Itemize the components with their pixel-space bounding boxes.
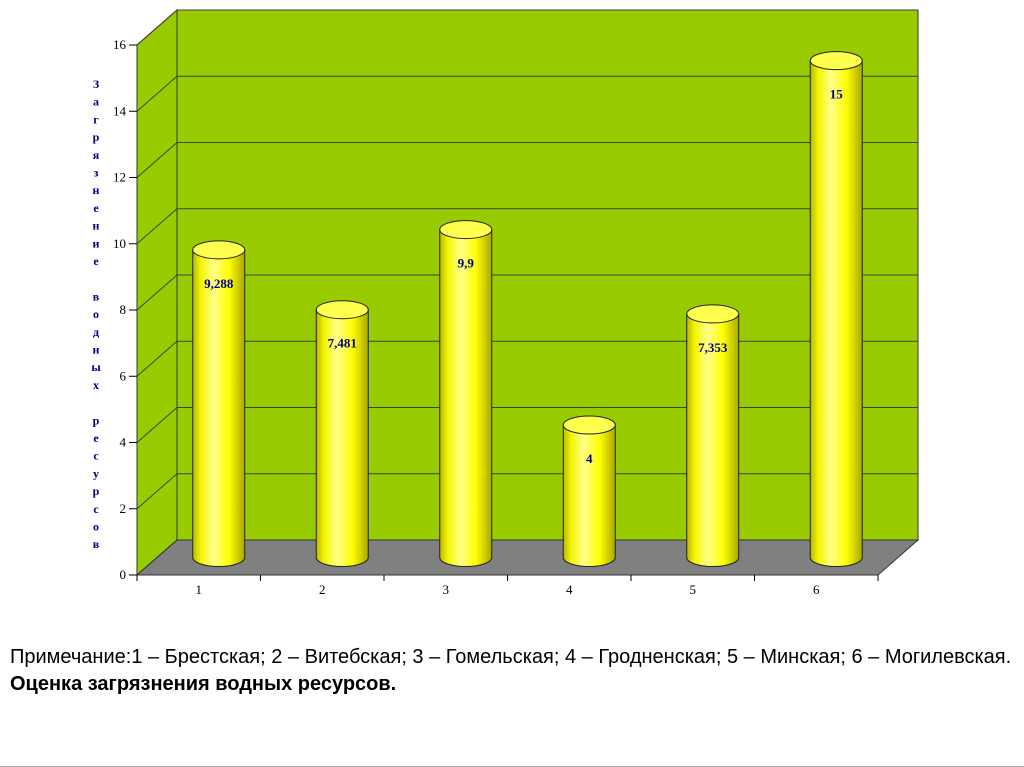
x-category-label: 6: [813, 582, 820, 597]
x-category-label: 2: [319, 582, 326, 597]
y-axis-title-letter: е: [93, 201, 99, 215]
bar: 9,9: [439, 220, 493, 567]
bar-body: [439, 229, 493, 567]
legend-note: Примечание:1 – Брестская; 2 – Витебская;…: [10, 646, 1012, 668]
x-category-label: 4: [566, 582, 573, 597]
x-category-label: 3: [443, 582, 450, 597]
x-category-label: 5: [690, 582, 697, 597]
bar-body: [809, 60, 863, 567]
y-axis-title-letter: я: [93, 148, 100, 162]
gridline: [136, 142, 178, 178]
bar-body: [562, 424, 616, 567]
bar-body: [192, 249, 246, 567]
y-axis-title-letter: н: [93, 343, 100, 357]
y-tick-label: 0: [120, 567, 127, 582]
plot-floor: [135, 539, 920, 576]
gridline: [136, 407, 178, 443]
y-tick-label: 14: [113, 103, 127, 118]
bar-value-label: 7,353: [698, 340, 728, 355]
bar: 7,481: [315, 300, 369, 567]
chart-caption: Оценка загрязнения водных ресурсов.: [10, 673, 397, 695]
x-axis: 1 2 3 4 5 6: [136, 575, 879, 597]
bar-top-cap: [686, 304, 740, 324]
y-axis-title-letter: е: [93, 254, 99, 268]
gridline: [136, 208, 178, 245]
y-axis-title-letter: н: [93, 219, 100, 233]
y-axis-title-letter: е: [93, 431, 99, 445]
y-axis-title-letter: с: [93, 449, 99, 463]
y-axis-title-letter: З: [93, 77, 99, 91]
bar-chart: 0 2 4 6 8 10 12 14 16 1 2 3 4 5 6 9,288 7,481 9,9 4 7,353 15…: [91, 8, 920, 597]
y-axis-title-letter: о: [93, 520, 99, 534]
bar: 4: [562, 415, 616, 567]
gridline: [136, 340, 178, 377]
y-tick-label: 8: [120, 302, 127, 317]
y-axis-title-letter: р: [93, 484, 100, 498]
y-tick-label: 12: [113, 170, 126, 185]
y-axis: 0 2 4 6 8 10 12 14 16: [113, 37, 137, 582]
gridlines: [136, 9, 918, 510]
y-axis-title-letter: у: [93, 466, 99, 480]
bar-top-cap: [809, 51, 863, 71]
y-axis-title-letter: и: [93, 236, 100, 250]
y-axis-title-letter: д: [93, 325, 99, 339]
y-tick-label: 4: [120, 435, 127, 450]
bar-body: [686, 313, 740, 567]
y-tick-label: 16: [113, 37, 127, 52]
gridline: [136, 274, 178, 311]
bar: 15: [809, 51, 863, 567]
bar-body: [315, 309, 369, 567]
chart-notes: Примечание:1 – Брестская; 2 – Витебская;…: [10, 644, 1012, 698]
bar-top-cap: [562, 415, 616, 435]
y-tick-label: 6: [120, 368, 127, 383]
y-axis-title-letter: х: [93, 378, 99, 392]
y-axis-title-letter: в: [93, 289, 100, 303]
bar-value-label: 7,481: [328, 336, 357, 351]
bar-top-cap: [439, 220, 493, 240]
gridline: [136, 75, 178, 112]
y-axis-title-letter: г: [93, 112, 99, 126]
bar-top-cap: [315, 300, 369, 320]
gridline: [136, 9, 178, 46]
y-axis-title-letter: о: [93, 307, 99, 321]
y-axis-title-letter: р: [93, 413, 100, 427]
y-tick-label: 2: [120, 501, 127, 516]
y-axis-title-letter: н: [93, 183, 100, 197]
bar-value-label: 9,288: [204, 276, 234, 291]
bars: 9,288 7,481 9,9 4 7,353 15: [192, 51, 863, 567]
y-axis-title-letter: в: [93, 537, 100, 551]
gridline: [136, 473, 178, 510]
bar-value-label: 15: [830, 87, 844, 102]
bar-value-label: 9,9: [458, 256, 475, 271]
y-axis-title-letter: з: [94, 166, 99, 180]
x-category-label: 1: [196, 582, 203, 597]
bar: 7,353: [686, 304, 740, 567]
bar-top-cap: [192, 240, 246, 260]
bar: 9,288: [192, 240, 246, 567]
y-axis-title-letter: а: [93, 95, 99, 109]
y-axis-title-letter: ы: [91, 360, 101, 374]
y-tick-label: 10: [113, 236, 126, 251]
y-axis-title-letter: р: [93, 130, 100, 144]
bar-value-label: 4: [586, 451, 593, 466]
y-axis-title-letter: с: [93, 502, 99, 516]
